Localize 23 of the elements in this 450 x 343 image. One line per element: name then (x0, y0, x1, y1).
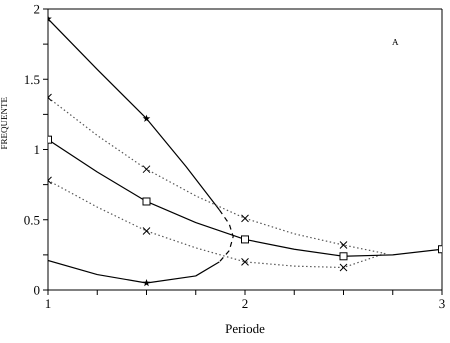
y-axis-title: FREQUENTE (0, 96, 10, 150)
point (142, 226, 150, 235)
y-tick-label: 1.5 (24, 72, 40, 87)
point (142, 197, 150, 206)
y-tick-label: 0 (34, 282, 40, 298)
y-tick-label: 2 (34, 2, 40, 17)
point (241, 258, 249, 266)
point (340, 241, 348, 250)
annotation: A (392, 37, 399, 47)
x-tick-label: 2 (242, 296, 248, 312)
point (241, 214, 249, 222)
point (142, 114, 150, 122)
x-tick-label: 3 (438, 296, 446, 312)
y-tick-label: 1 (34, 142, 40, 158)
point (340, 252, 348, 260)
point (142, 278, 150, 286)
y-tick-label: 0.5 (24, 212, 40, 228)
x-axis-title: Periode (225, 321, 266, 336)
point (241, 235, 249, 244)
line-series (48, 96, 386, 268)
point (142, 165, 150, 174)
x-tick-label: 1 (44, 296, 52, 312)
point (340, 264, 348, 272)
